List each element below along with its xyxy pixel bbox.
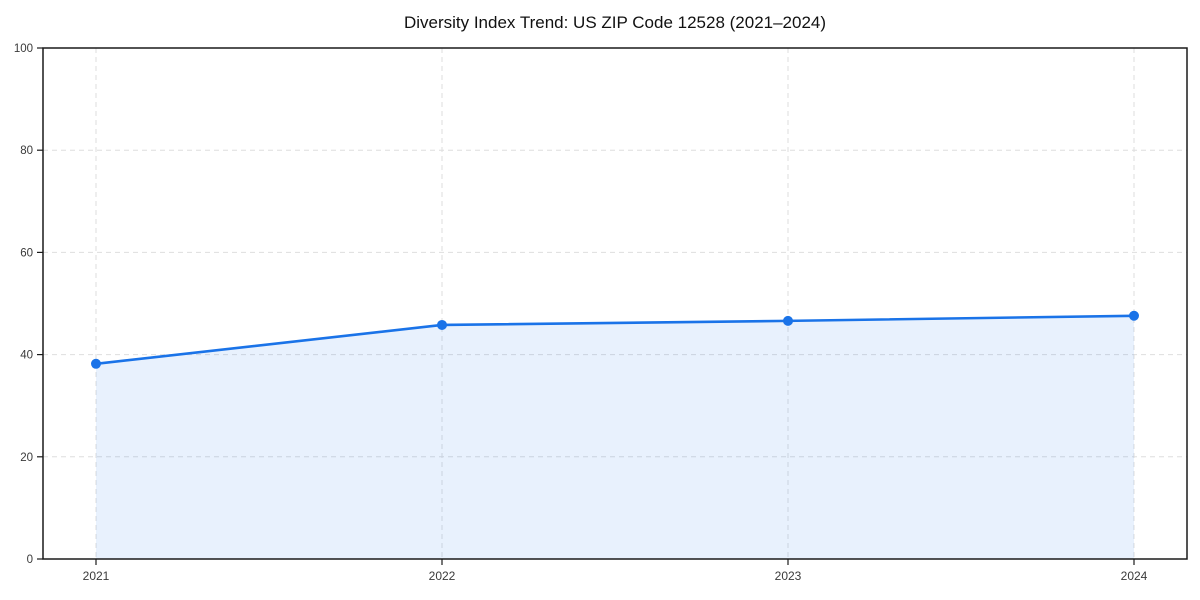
- data-point: [91, 358, 101, 369]
- y-tick-label: 20: [20, 452, 33, 464]
- data-point: [783, 315, 793, 326]
- x-tick-label: 2021: [83, 569, 110, 583]
- area-fill: [96, 315, 1134, 559]
- x-tick-label: 2023: [775, 569, 802, 583]
- trend-line: [94, 314, 1136, 366]
- y-tick-label: 40: [20, 350, 33, 362]
- x-tick-label: 2022: [429, 569, 456, 583]
- y-tick-label: 100: [14, 43, 33, 55]
- y-tick-label: 0: [27, 554, 33, 566]
- data-point: [437, 319, 447, 330]
- y-tick-label: 60: [20, 247, 33, 259]
- x-tick-label: 2024: [1121, 569, 1148, 583]
- plot-frame: [42, 47, 1188, 560]
- data-point: [1129, 310, 1139, 321]
- y-tick-label: 80: [20, 145, 33, 157]
- chart-title: Diversity Index Trend: US ZIP Code 12528…: [403, 13, 827, 32]
